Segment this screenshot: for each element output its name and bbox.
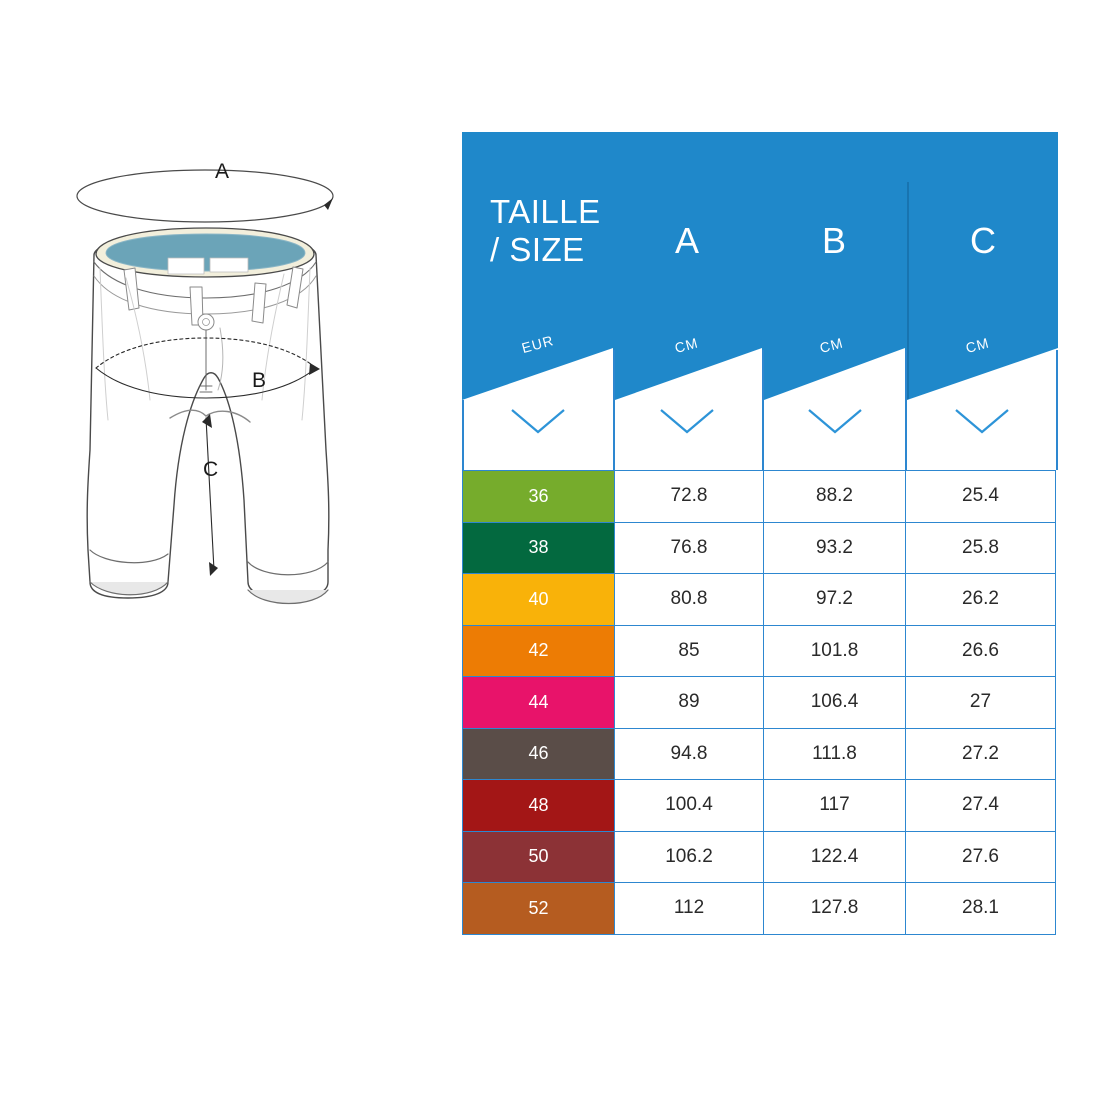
size-cell: 46 [462, 727, 615, 780]
measure-a-cell: 76.8 [614, 521, 764, 574]
measure-c-cell: 26.2 [905, 573, 1056, 626]
table-row: 42 85 101.8 26.6 [462, 624, 1058, 677]
measure-a-cell: 89 [614, 676, 764, 729]
measure-a-ellipse [76, 169, 334, 223]
measure-a-cell: 80.8 [614, 573, 764, 626]
measure-c-cell: 26.6 [905, 624, 1056, 677]
measure-a-cell: 106.2 [614, 830, 764, 883]
measure-c-arrow [202, 414, 218, 576]
chevron-down-icon-b[interactable] [807, 408, 863, 434]
size-cell: 50 [462, 830, 615, 883]
fly-and-button [197, 313, 224, 393]
shorts-illustration: A B C [40, 150, 420, 650]
measure-b-cell: 88.2 [763, 470, 906, 523]
measure-a-cell: 85 [614, 624, 764, 677]
table-row: 40 80.8 97.2 26.2 [462, 573, 1058, 626]
chevron-down-icon-c[interactable] [954, 408, 1010, 434]
measure-label-c: C [203, 458, 218, 481]
header-wedges [462, 348, 1058, 470]
chevron-down-icon-eur[interactable] [510, 408, 566, 434]
size-table: TAILLE / SIZE A B C EUR CM CM CM [462, 132, 1058, 935]
measure-b-cell: 117 [763, 779, 906, 832]
measure-c-cell: 28.1 [905, 882, 1056, 935]
measure-a-cell: 100.4 [614, 779, 764, 832]
measure-b-ellipse [95, 337, 320, 399]
measure-b-cell: 93.2 [763, 521, 906, 574]
table-row: 46 94.8 111.8 27.2 [462, 727, 1058, 780]
measure-b-cell: 101.8 [763, 624, 906, 677]
table-row: 52 112 127.8 28.1 [462, 882, 1058, 935]
measure-b-cell: 122.4 [763, 830, 906, 883]
hem-cuffs [89, 549, 329, 605]
measure-a-cell: 72.8 [614, 470, 764, 523]
table-row: 36 72.8 88.2 25.4 [462, 470, 1058, 523]
measure-c-cell: 27.2 [905, 727, 1056, 780]
measure-label-a: A [215, 160, 229, 183]
waistband-opening [95, 227, 315, 278]
header-column-divider [907, 182, 909, 416]
table-body: 36 72.8 88.2 25.4 38 76.8 93.2 25.8 40 80.8 97.2 26… [462, 470, 1058, 935]
measure-label-b: B [252, 369, 266, 392]
measure-a-cell: 94.8 [614, 727, 764, 780]
table-header: TAILLE / SIZE A B C EUR CM CM CM [462, 132, 1058, 470]
seam-lines [99, 267, 311, 421]
header-cell-borders [462, 350, 1058, 470]
measure-c-cell: 25.8 [905, 521, 1056, 574]
column-header-b: B [821, 220, 846, 261]
measure-c-cell: 27.4 [905, 779, 1056, 832]
measure-c-cell: 27 [905, 676, 1056, 729]
table-row: 38 76.8 93.2 25.8 [462, 521, 1058, 574]
size-cell: 48 [462, 779, 615, 832]
page-title: TAILLE / SIZE [490, 193, 601, 268]
size-cell: 44 [462, 676, 615, 729]
measure-c-cell: 25.4 [905, 470, 1056, 523]
measure-b-cell: 127.8 [763, 882, 906, 935]
crotch-detail [169, 409, 251, 423]
table-row: 48 100.4 117 27.4 [462, 779, 1058, 832]
size-cell: 40 [462, 573, 615, 626]
column-header-c: C [970, 220, 996, 261]
measure-b-cell: 106.4 [763, 676, 906, 729]
size-cell: 42 [462, 624, 615, 677]
belt-loops [123, 266, 304, 326]
measure-a-cell: 112 [614, 882, 764, 935]
measure-b-cell: 111.8 [763, 727, 906, 780]
measure-c-cell: 27.6 [905, 830, 1056, 883]
size-cell: 38 [462, 521, 615, 574]
size-cell: 36 [462, 470, 615, 523]
chevron-down-icon-a[interactable] [659, 408, 715, 434]
column-header-a: A [674, 220, 699, 261]
table-row: 44 89 106.4 27 [462, 676, 1058, 729]
table-row: 50 106.2 122.4 27.6 [462, 830, 1058, 883]
measure-b-cell: 97.2 [763, 573, 906, 626]
size-cell: 52 [462, 882, 615, 935]
